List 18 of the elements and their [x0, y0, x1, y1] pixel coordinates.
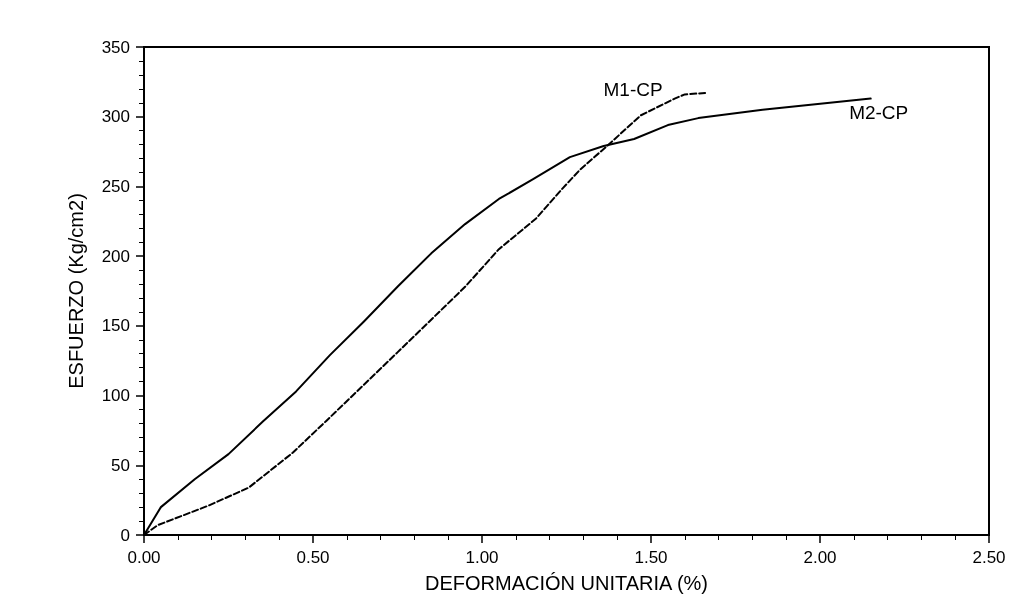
- y-axis-title: ESFUERZO (Kg/cm2): [65, 193, 87, 389]
- y-tick-label: 350: [101, 37, 130, 57]
- y-tick-label: 200: [101, 246, 130, 266]
- x-tick-label: 2.50: [972, 548, 1006, 567]
- x-tick-label: 0.00: [127, 548, 161, 567]
- y-tick-label: 150: [101, 316, 130, 336]
- y-tick-label: 50: [111, 455, 130, 475]
- x-tick-label: 1.00: [465, 548, 499, 567]
- y-tick-label: 300: [101, 107, 130, 127]
- x-tick-label: 2.00: [803, 548, 837, 567]
- x-tick-label: 1.50: [634, 548, 668, 567]
- x-tick-label: 0.50: [296, 548, 330, 567]
- y-tick-label: 250: [101, 176, 130, 196]
- x-axis-title: DEFORMACIÓN UNITARIA (%): [425, 572, 708, 594]
- y-tick-label: 0: [120, 525, 130, 545]
- series-label: M1-CP: [603, 78, 663, 100]
- series-label: M2-CP: [849, 102, 909, 124]
- y-tick-label: 100: [101, 386, 130, 406]
